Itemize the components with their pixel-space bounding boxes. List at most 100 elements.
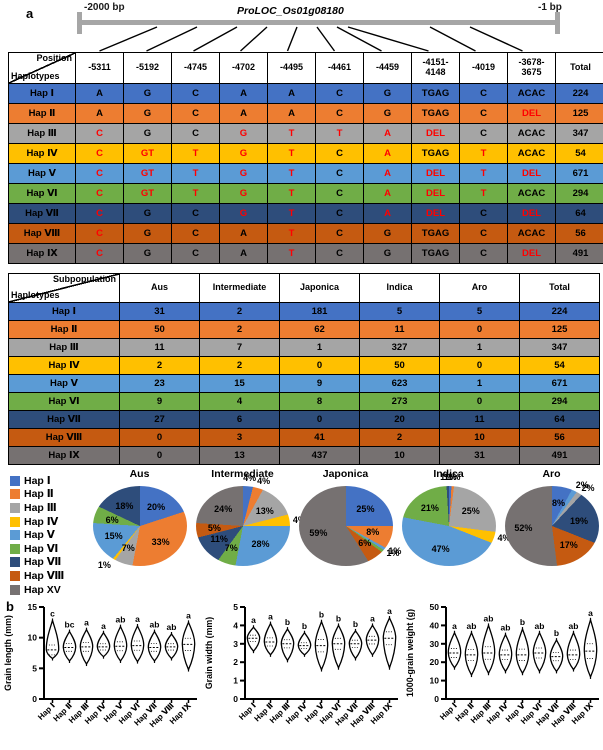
pie-slice-label: 24% [214,503,233,514]
allele-cell: DEL [411,203,460,224]
allele-cell: T [459,143,508,164]
pie-slice-label: 47% [431,544,450,555]
allele-cell: C [75,223,124,244]
pie-slice-label: 4% [243,472,257,483]
allele-cell: A [219,103,268,124]
count-cell: 11 [439,410,520,429]
significance-letter: a [84,618,89,628]
significance-letter: b [353,619,358,629]
count-cell: 9 [279,374,360,393]
table-row: Hap Ⅰ A G C A A C G TGAG C ACAC 224 [8,83,603,104]
corner-bottom-label: Haplotypes [11,71,60,82]
pie-chart: Japonica 25% 8% 1% 1% 6% 59% [294,468,401,596]
allele-cell: C [315,83,364,104]
count-cell: 273 [359,392,440,411]
allele-cell: A [267,103,316,124]
legend-swatch [10,516,20,527]
position-header-cell: -3678- 3675 [507,52,556,84]
total-cell: 294 [555,183,603,204]
hap-name-cell: Hap Ⅰ [8,83,76,104]
pie-slice-label: 59% [309,527,328,538]
violin [263,622,278,656]
allele-cell: DEL [411,183,460,204]
legend-swatch [10,543,20,554]
pie-slice-label: 1% [443,472,457,483]
pie-slice-label: 17% [559,539,578,550]
legend-label: Hap Ⅰ [24,474,51,487]
allele-cell: G [363,243,412,264]
table-row: Hap Ⅸ C G C A T C G TGAG C DEL 491 [8,243,603,264]
hap-name-cell: Hap Ⅳ [8,356,120,375]
violin [549,638,564,673]
significance-letter: a [387,606,392,616]
svg-text:5: 5 [233,602,238,612]
allele-cell: C [75,243,124,264]
position-header-cell: -4461 [315,52,364,84]
hap-name-cell: Hap Ⅶ [8,410,120,429]
count-cell: 181 [279,302,360,321]
allele-cell: GT [123,163,172,184]
allele-cell: TGAG [411,223,460,244]
allele-cell: T [267,163,316,184]
count-cell: 7 [199,338,280,357]
significance-letter: b [336,613,341,623]
svg-text:50: 50 [430,602,440,612]
allele-cell: T [315,123,364,144]
total-cell: 224 [555,83,603,104]
legend-swatch [10,557,20,568]
allele-cell: A [363,183,412,204]
table-corner-cell: Subpopulation Haplotypes [8,273,120,303]
pie-slice-label: 28% [251,539,270,550]
pie-slice-label: 6% [105,515,119,526]
allele-cell: C [459,123,508,144]
gene-name-label: ProLOC_Os01g08180 [237,5,344,17]
allele-cell: G [219,163,268,184]
count-cell: 0 [439,320,520,339]
allele-cell: C [171,103,220,124]
pie-slice-label: 2% [575,479,589,490]
table-row: Hap Ⅲ 11 7 1 327 1 347 [8,338,600,357]
pie-slice-label: 33% [151,536,170,547]
corner-bottom-label: Haplotypes [11,290,60,301]
table-header-row: Position Haplotypes -5311 -5192 -4745 -4702 -4… [8,52,603,84]
significance-letter: b [554,628,559,638]
allele-cell: DEL [411,123,460,144]
allele-cell: ACAC [507,183,556,204]
allele-cell: A [219,243,268,264]
significance-letter: a [370,613,375,623]
hap-name-cell: Hap Ⅴ [8,163,76,184]
pie-slice-label: 1% [386,548,400,559]
count-cell: 3 [199,428,280,447]
allele-cell: A [363,143,412,164]
hap-name-cell: Hap Ⅸ [8,243,76,264]
table-row: Hap Ⅷ C G C A T C G TGAG C ACAC 56 [8,223,603,244]
allele-cell: G [219,123,268,144]
table-row: Hap Ⅴ C GT T G T C A DEL T DEL 671 [8,163,603,184]
legend-swatch [10,584,20,595]
significance-letter: a [186,610,191,620]
allele-cell: C [315,183,364,204]
count-cell: 0 [279,410,360,429]
significance-letter: a [251,615,256,625]
allele-cell: C [459,223,508,244]
legend-item: Hap Ⅳ [10,515,88,529]
panel-a-label: a [26,6,34,21]
allele-cell: T [171,183,220,204]
legend-item: Hap Ⅲ [10,501,88,515]
promoter-left-cap [77,12,82,34]
significance-letter: ab [167,622,177,632]
pie-slice-label: 19% [570,515,589,526]
count-cell: 9 [119,392,200,411]
allele-cell: ACAC [507,123,556,144]
total-cell: 54 [555,143,603,164]
allele-cell: C [171,223,220,244]
legend-swatch [10,489,20,500]
allele-cell: G [123,223,172,244]
allele-cell: C [171,123,220,144]
count-cell: 5 [439,302,520,321]
count-cell: 6 [199,410,280,429]
allele-cell: C [171,83,220,104]
allele-cell: T [267,243,316,264]
